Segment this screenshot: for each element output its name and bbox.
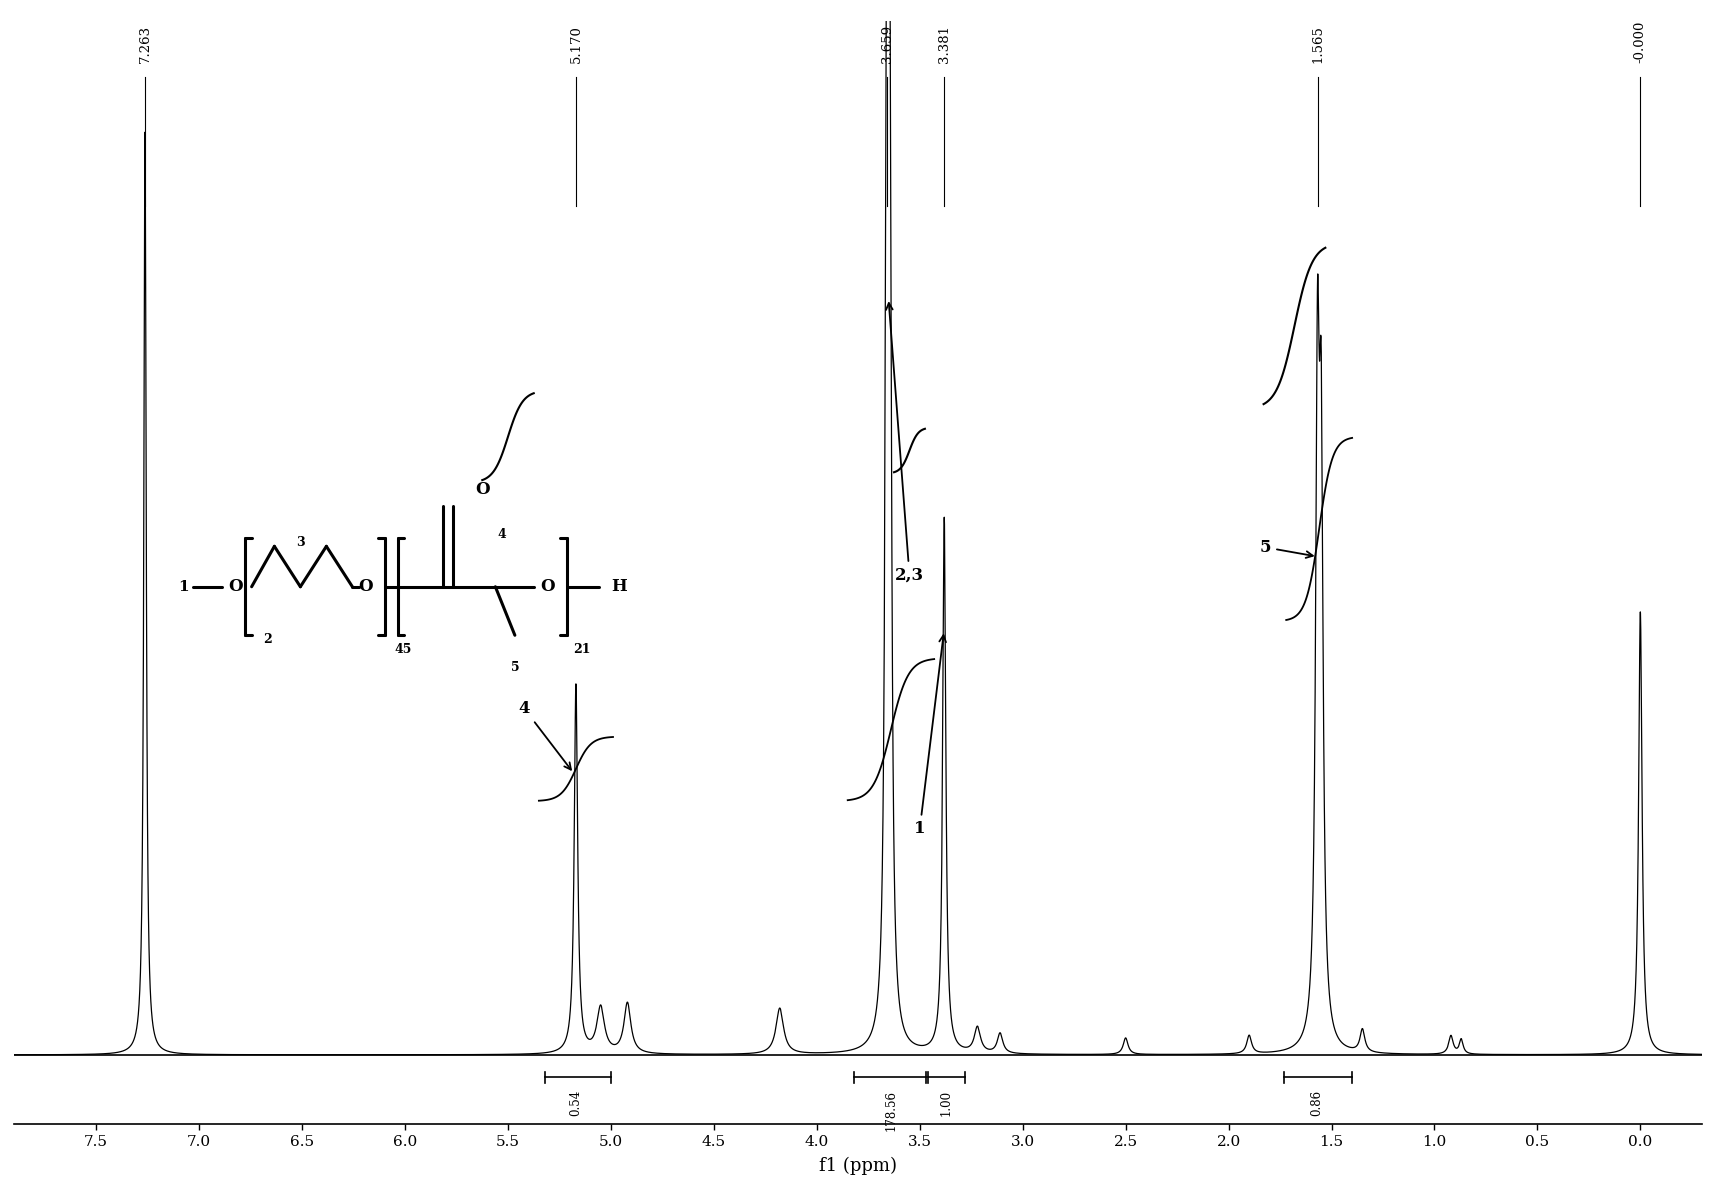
Text: 7.263: 7.263: [139, 25, 151, 62]
X-axis label: f1 (ppm): f1 (ppm): [819, 1157, 897, 1175]
Text: 5: 5: [1260, 539, 1313, 558]
Text: 3.659: 3.659: [880, 25, 894, 62]
Text: 2,3: 2,3: [885, 303, 923, 584]
Text: 0.86: 0.86: [1311, 1091, 1323, 1116]
Text: 1: 1: [915, 635, 946, 837]
Text: 178.56: 178.56: [884, 1091, 897, 1131]
Text: 3.381: 3.381: [937, 25, 951, 62]
Text: 1.00: 1.00: [940, 1091, 952, 1116]
Text: 4: 4: [518, 700, 571, 770]
Text: 0.54: 0.54: [570, 1091, 582, 1116]
Text: 1.565: 1.565: [1311, 25, 1325, 62]
Text: 5.170: 5.170: [570, 25, 582, 62]
Text: -0.000: -0.000: [1634, 20, 1647, 62]
